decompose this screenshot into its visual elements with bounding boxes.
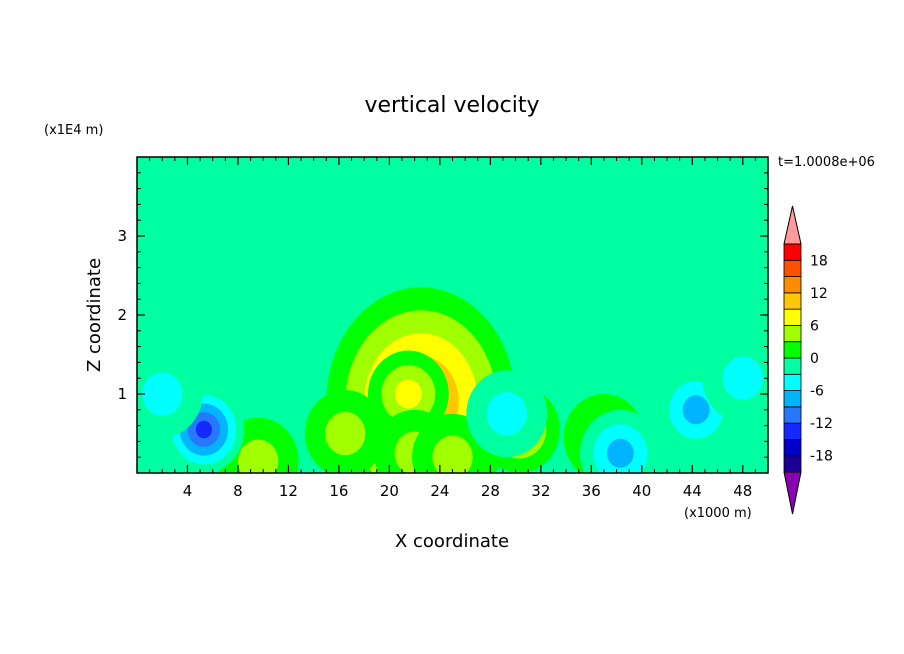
colorbar-label: 18 [810,253,828,269]
colorbar-band [783,276,802,294]
y-tick-label: 3 [117,227,127,245]
x-tick-label: 28 [481,482,500,500]
y-units-label: (x1E4 m) [44,123,103,138]
colorbar-band [783,439,802,457]
contour-band [606,438,634,468]
colorbar: 18 12 6 0 -6 -12 -18 [783,205,833,515]
colorbar-band [783,357,802,375]
x-tick-label: 20 [380,482,399,500]
colorbar-label: -12 [810,416,833,432]
time-label: t=1.0008e+06 [778,155,875,170]
x-axis: 4 8 12 16 20 24 28 32 36 40 44 48 [149,157,756,500]
downdraft-cell [702,334,768,422]
downdraft-cell [466,370,548,458]
colorbar-band [783,325,802,343]
x-tick-label: 48 [733,482,752,500]
y-tick-label: 2 [117,306,127,324]
updraft-cell [304,390,386,473]
x-tick-label: 32 [531,482,550,500]
velocity-field [137,157,768,473]
colorbar-label: 0 [810,351,819,367]
colorbar-band [783,373,802,391]
x-tick-label: 4 [183,482,193,500]
contour-band [195,420,212,439]
downdraft-cell [579,409,661,473]
contour-band [682,395,710,425]
colorbar-band [783,292,802,310]
contour-band [432,435,473,473]
x-tick-label: 36 [582,482,601,500]
contour-band [325,411,366,456]
colorbar-label: 12 [810,286,828,302]
contour-band [237,439,279,473]
x-axis-label: X coordinate [395,531,509,552]
colorbar-over-triangle [783,205,802,245]
colorbar-band [783,308,802,326]
contour-band [142,372,183,416]
x-tick-label: 44 [683,482,702,500]
x-tick-label: 8 [233,482,243,500]
y-axis-label: Z coordinate [84,258,105,372]
colorbar-label: 6 [810,318,819,334]
colorbar-band [783,406,802,424]
chart-title: vertical velocity [364,93,539,118]
y-axis: 1 2 3 [117,172,768,458]
colorbar-band [783,259,802,277]
x-units-label: (x1000 m) [684,506,752,521]
downdraft-cell [137,350,203,438]
y-tick-label: 1 [117,385,127,403]
colorbar-band [783,422,802,440]
x-tick-label: 12 [279,482,298,500]
contour-band [486,392,527,436]
contour-band [394,379,422,409]
colorbar-label: -18 [810,449,833,465]
colorbar-band [783,455,802,473]
colorbar-band [783,390,802,408]
x-tick-label: 40 [632,482,651,500]
contour-band [722,356,763,400]
x-tick-label: 24 [430,482,449,500]
x-tick-label: 16 [329,482,348,500]
colorbar-under-triangle [783,471,802,515]
colorbar-band [783,243,802,261]
colorbar-band [783,341,802,359]
colorbar-label: -6 [810,384,824,400]
